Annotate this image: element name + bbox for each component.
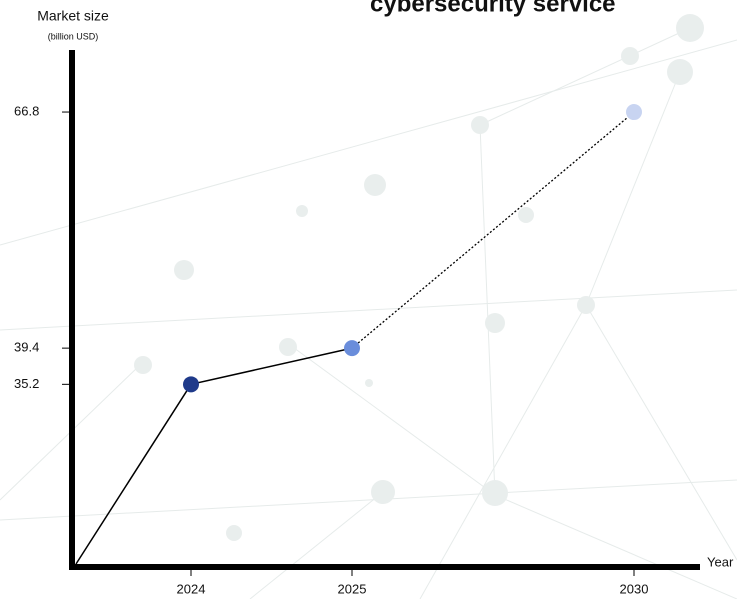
x-axis-label: Year — [707, 554, 734, 569]
data-point — [626, 104, 642, 121]
y-tick-label: 35.2 — [14, 376, 39, 391]
y-tick-label: 66.8 — [14, 103, 39, 118]
y-axis-label: Market size — [37, 8, 109, 24]
line-segment — [351, 111, 635, 349]
y-axis-unit: (billion USD) — [48, 31, 99, 41]
x-tick-label: 2025 — [338, 581, 367, 596]
x-tick-label: 2024 — [177, 581, 206, 596]
data-point — [344, 340, 360, 357]
chart-title: cybersecurity service — [370, 0, 616, 17]
data-point — [183, 376, 199, 393]
y-tick-label: 39.4 — [14, 340, 39, 355]
origin-segment — [75, 383, 192, 565]
x-tick-label: 2030 — [620, 581, 649, 596]
line-segment — [190, 347, 353, 386]
background-network — [0, 14, 737, 599]
